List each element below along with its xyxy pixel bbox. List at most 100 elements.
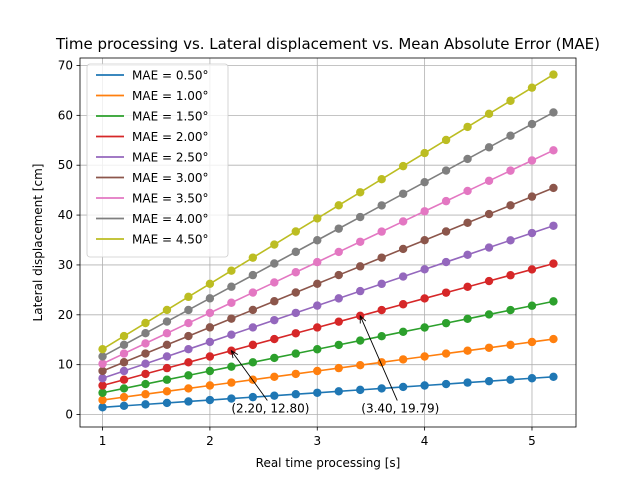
data-point [184, 292, 193, 302]
data-point [484, 310, 494, 319]
data-point [162, 398, 172, 408]
data-point [506, 96, 515, 105]
data-point [334, 340, 343, 350]
annotation-label: (3.40, 19.79) [361, 402, 439, 416]
series-line [102, 73, 554, 350]
data-point [141, 369, 150, 379]
data-point [549, 221, 558, 230]
data-point [141, 379, 150, 389]
data-point [248, 323, 258, 332]
data-point [527, 337, 537, 347]
data-point [205, 381, 215, 390]
data-point [291, 308, 300, 318]
data-point [141, 400, 150, 409]
data-point [313, 388, 322, 397]
annotation-arrowhead [230, 349, 239, 359]
data-point [162, 363, 172, 373]
series-line [102, 300, 554, 394]
data-point [377, 279, 386, 289]
data-point [119, 358, 129, 367]
data-point [549, 334, 558, 344]
data-point [420, 381, 429, 390]
data-point [98, 381, 107, 390]
y-tick-label: 50 [58, 158, 73, 172]
data-point [506, 340, 515, 350]
data-point [398, 217, 408, 226]
legend: MAE = 0.50° MAE = 1.00° MAE = 1.50° MAE = 2… [86, 63, 229, 258]
data-point [484, 376, 494, 386]
data-point [420, 265, 429, 274]
data-point [527, 192, 537, 201]
data-point [356, 385, 365, 395]
data-point [463, 122, 472, 132]
legend-label: MAE = 2.50° [132, 151, 209, 165]
legend-label: MAE = 3.00° [132, 171, 209, 185]
x-tick-label: 1 [99, 434, 107, 448]
legend-label: MAE = 4.50° [132, 233, 209, 247]
data-point [227, 282, 236, 291]
data-point [463, 154, 472, 164]
data-point [334, 224, 343, 233]
data-point [313, 366, 322, 376]
data-point [119, 366, 129, 376]
data-point [549, 259, 558, 268]
data-point [334, 201, 343, 210]
legend-box [86, 63, 229, 258]
data-point [484, 343, 494, 352]
annotations: (2.20, 12.80) (3.40, 19.79) [230, 314, 439, 416]
annotation-arrow [359, 315, 398, 401]
data-point [463, 282, 472, 292]
series-2 [98, 334, 558, 405]
data-point [291, 390, 300, 399]
legend-item: MAE = 4.50° [96, 233, 209, 247]
data-point [313, 323, 322, 332]
data-point [119, 340, 129, 350]
x-axis-label: Real time processing [s] [256, 456, 401, 470]
series-3 [98, 297, 558, 397]
data-point [463, 314, 472, 323]
series-4 [98, 259, 558, 390]
data-point [119, 384, 129, 393]
data-point [291, 329, 300, 338]
data-point [270, 297, 279, 306]
data-point [506, 271, 515, 280]
data-point [291, 369, 300, 379]
data-point [506, 201, 515, 210]
data-point [463, 218, 472, 227]
data-point [441, 318, 451, 328]
data-point [248, 253, 258, 262]
data-point [441, 379, 451, 389]
data-point [398, 161, 408, 171]
data-point [420, 294, 429, 303]
data-point [549, 108, 558, 117]
data-point [98, 374, 107, 383]
data-point [377, 201, 386, 210]
data-point [270, 259, 279, 268]
data-point [313, 345, 322, 354]
data-point [313, 236, 322, 245]
data-point [356, 212, 365, 222]
plot-frame [79, 57, 577, 428]
data-point [420, 236, 429, 245]
data-point [119, 375, 129, 384]
data-point [549, 183, 558, 193]
data-point [463, 346, 472, 355]
y-tick-label: 10 [58, 358, 73, 372]
data-point [484, 243, 494, 252]
data-point [334, 317, 343, 326]
data-point [98, 344, 107, 354]
data-point [141, 349, 150, 358]
data-point [291, 349, 300, 358]
data-point [162, 329, 172, 338]
data-point [441, 257, 451, 267]
data-point [506, 131, 515, 140]
data-point [420, 148, 429, 158]
annotation-arrow [231, 350, 268, 401]
data-point [356, 336, 365, 345]
data-point [506, 236, 515, 245]
data-point [162, 387, 172, 396]
data-point [98, 352, 107, 361]
data-point [420, 352, 429, 361]
data-point [377, 174, 386, 184]
